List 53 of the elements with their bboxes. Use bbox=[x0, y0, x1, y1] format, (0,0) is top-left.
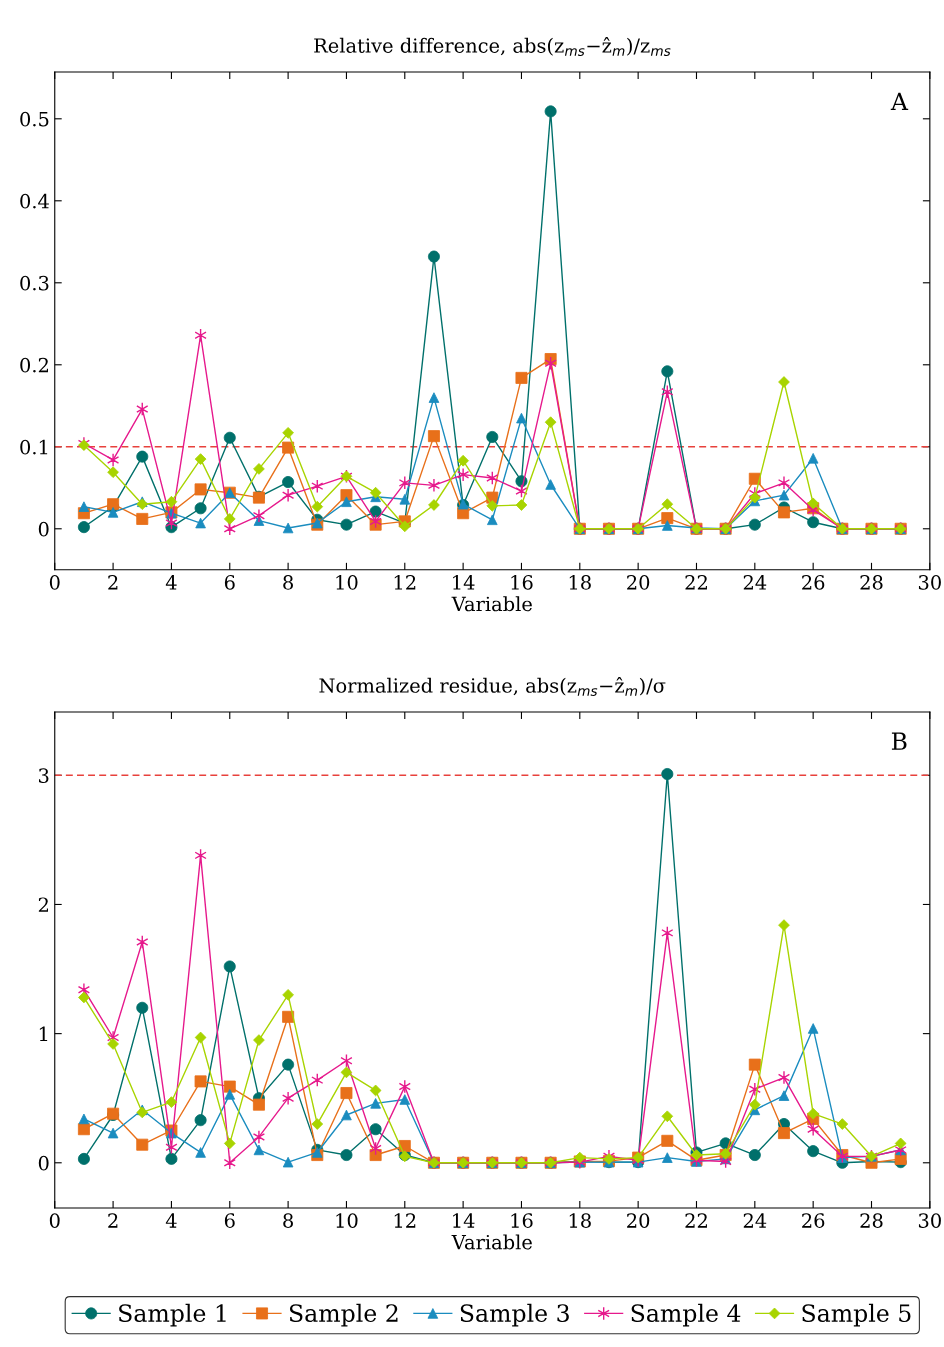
x-tick-label: 2 bbox=[108, 1213, 118, 1228]
x-tick-label: 16 bbox=[511, 1213, 533, 1228]
x-tick-label: 10 bbox=[336, 1213, 358, 1228]
x-tick-label: 26 bbox=[802, 1213, 825, 1228]
x-tick-label: 8 bbox=[283, 1213, 293, 1228]
x-tick-label: 20 bbox=[627, 1213, 650, 1228]
y-tick-label: 2 bbox=[38, 897, 48, 912]
x-tick-label: 12 bbox=[394, 1213, 416, 1228]
x-tick-label: 6 bbox=[224, 1213, 235, 1228]
x-tick-label: 0 bbox=[49, 1213, 60, 1228]
x-tick-label: 10 bbox=[336, 574, 358, 590]
x-axis-title: Variable bbox=[451, 1234, 532, 1250]
chart-title: Normalized residue, abs(z$_{ms}$−ẑ$_{m}$)/σ bbox=[319, 677, 666, 696]
y-tick-label: 0.3 bbox=[20, 275, 49, 291]
x-tick-label: 18 bbox=[569, 574, 591, 590]
y-tick-label: 3 bbox=[39, 768, 49, 783]
legend-label: Sample 4 bbox=[631, 1303, 741, 1327]
x-tick-label: 30 bbox=[918, 574, 941, 590]
x-tick-label: 4 bbox=[165, 1213, 177, 1228]
x-tick-label: 6 bbox=[224, 574, 235, 590]
y-tick-label: 0.1 bbox=[20, 439, 48, 455]
x-tick-label: 14 bbox=[453, 574, 475, 590]
legend-label: Sample 2 bbox=[289, 1303, 398, 1327]
x-tick-label: 14 bbox=[453, 1213, 475, 1228]
x-tick-label: 24 bbox=[743, 1213, 767, 1228]
x-tick-label: 22 bbox=[685, 1213, 707, 1228]
x-tick-label: 20 bbox=[627, 574, 650, 590]
x-tick-label: 0 bbox=[49, 574, 60, 590]
x-tick-label: 8 bbox=[283, 574, 293, 590]
y-tick-label: 0.5 bbox=[20, 111, 49, 127]
x-tick-label: 26 bbox=[802, 574, 825, 590]
annotation: A bbox=[890, 92, 909, 110]
x-tick-label: 18 bbox=[569, 1213, 591, 1228]
x-tick-label: 28 bbox=[860, 1213, 883, 1228]
legend-label: Sample 3 bbox=[460, 1303, 569, 1327]
chart-title: Relative difference, abs(z$_{ms}$−ẑ$_{m}$)/z$_{ms}$ bbox=[314, 37, 671, 56]
y-tick-label: 0 bbox=[38, 1155, 49, 1171]
x-tick-label: 2 bbox=[108, 574, 118, 590]
y-tick-label: 0.4 bbox=[20, 193, 49, 209]
x-tick-label: 30 bbox=[918, 1213, 941, 1228]
x-tick-label: 22 bbox=[685, 574, 707, 590]
x-tick-label: 28 bbox=[860, 574, 883, 590]
x-tick-label: 24 bbox=[743, 574, 767, 590]
x-tick-label: 12 bbox=[394, 574, 416, 590]
x-tick-label: 4 bbox=[165, 574, 177, 590]
x-axis-title: Variable bbox=[451, 596, 532, 612]
y-tick-label: 0 bbox=[38, 521, 49, 537]
legend-label: Sample 5 bbox=[802, 1303, 911, 1327]
y-tick-label: 0.2 bbox=[20, 357, 48, 373]
annotation: B bbox=[891, 732, 907, 750]
x-tick-label: 16 bbox=[511, 574, 533, 590]
legend-label: Sample 1 bbox=[119, 1303, 226, 1327]
y-tick-label: 1 bbox=[39, 1026, 48, 1042]
